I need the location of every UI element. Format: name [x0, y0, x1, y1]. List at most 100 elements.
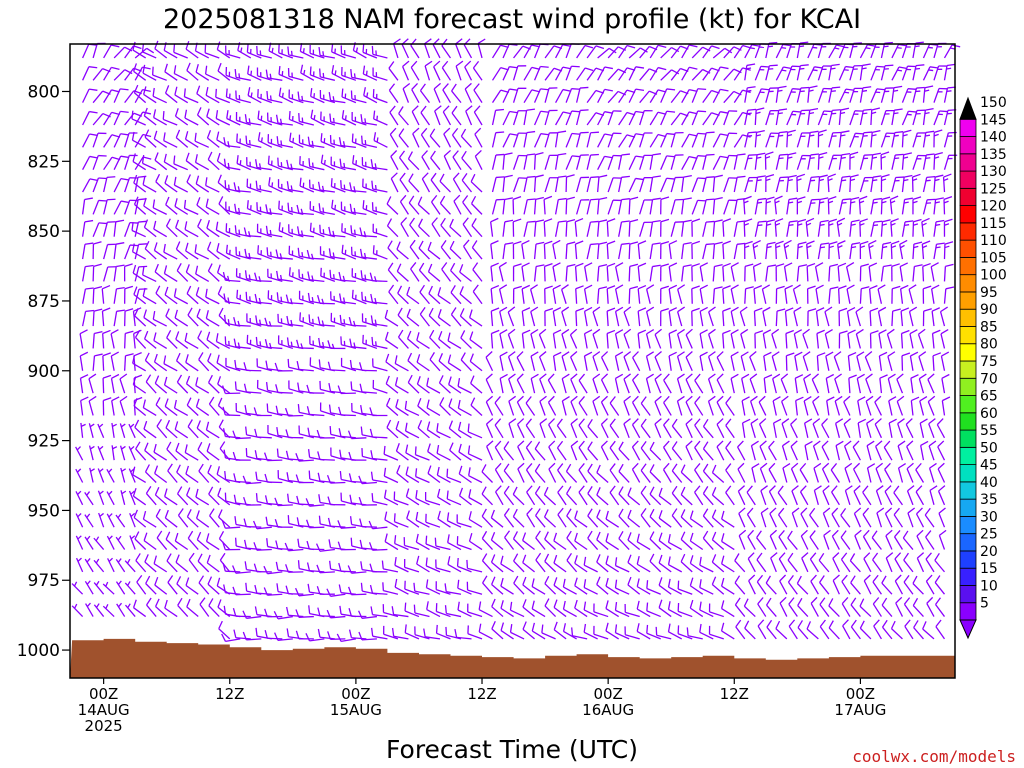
wind-barb [471, 218, 483, 238]
wind-barb [153, 242, 168, 260]
wind-barb [134, 156, 152, 171]
wind-barb [853, 485, 861, 506]
wind-barb [110, 373, 120, 394]
wind-barb [394, 355, 409, 372]
wind-barb [115, 513, 126, 528]
wind-barb [639, 110, 653, 126]
wind-barb [912, 597, 924, 617]
wind-barb [897, 418, 905, 439]
wind-barb [838, 307, 848, 327]
wind-barb [285, 606, 304, 618]
wind-barb [247, 87, 262, 104]
wind-barb [744, 154, 757, 170]
wind-barb [478, 601, 493, 618]
wind-barb [531, 578, 546, 595]
wind-barb [320, 154, 336, 171]
wind-barb [92, 353, 103, 371]
wind-barb [451, 83, 462, 104]
wind-barb [912, 218, 922, 237]
wind-barb [872, 574, 882, 595]
wind-barb [164, 509, 178, 528]
wind-barb [317, 628, 335, 640]
wind-barb [828, 63, 840, 81]
wind-barb [164, 63, 178, 81]
wind-barb [597, 155, 613, 170]
wind-barb [593, 625, 609, 640]
wind-barb [712, 66, 729, 81]
wind-barb [618, 242, 630, 260]
wind-barb [662, 462, 672, 483]
wind-barb [508, 418, 517, 439]
wind-barb [263, 565, 283, 575]
wind-barb [205, 198, 220, 215]
wind-barb [596, 196, 608, 215]
wind-barb [849, 87, 863, 103]
wind-barb [759, 462, 768, 483]
wind-barb [402, 60, 410, 81]
wind-barb [887, 373, 896, 394]
wind-barb [890, 240, 900, 260]
colorbar-swatch [959, 567, 977, 586]
wind-barb [513, 575, 525, 595]
wind-barb [543, 218, 553, 237]
wind-barb [807, 85, 818, 103]
wind-barb [654, 395, 662, 416]
wind-barb [534, 463, 546, 483]
wind-barb [264, 339, 283, 350]
wind-barb [831, 507, 840, 528]
wind-barb [741, 418, 751, 438]
wind-barb [548, 462, 557, 483]
wind-barb [523, 130, 536, 148]
wind-barb [318, 337, 335, 350]
wind-barb [943, 263, 954, 282]
wind-barb [445, 626, 462, 640]
wind-barb [362, 178, 378, 193]
wind-barb [412, 127, 420, 148]
wind-barb [426, 399, 441, 417]
wind-barb [416, 354, 430, 372]
wind-barb [491, 621, 504, 640]
wind-barb [891, 308, 901, 327]
wind-barb [722, 240, 731, 260]
wind-barb [516, 395, 525, 416]
wind-barb [305, 633, 325, 642]
wind-barb [933, 87, 948, 103]
wind-barb [296, 495, 314, 506]
wind-barb [298, 269, 315, 283]
wind-barb [741, 396, 750, 416]
wind-barb [694, 463, 704, 483]
wind-barb [936, 418, 946, 439]
wind-barb [592, 306, 601, 327]
wind-barb [744, 86, 756, 103]
wind-barb [184, 332, 199, 349]
wind-barb [142, 176, 157, 193]
wind-barb [372, 379, 388, 394]
wind-barb [763, 351, 772, 371]
wind-barb [555, 111, 572, 126]
wind-barb [772, 418, 782, 438]
wind-barb [485, 418, 494, 439]
wind-barb [544, 154, 558, 170]
wind-barb [236, 133, 252, 148]
wind-barb [499, 306, 508, 327]
wind-barb [935, 619, 946, 640]
wind-barb [85, 602, 94, 617]
wind-barb [458, 465, 472, 484]
colorbar-swatch [959, 395, 977, 414]
wind-barb [297, 403, 314, 417]
wind-barb [660, 46, 680, 59]
wind-barb [406, 286, 420, 305]
wind-barb [305, 519, 325, 529]
wind-barb [912, 196, 922, 215]
wind-barb [677, 580, 693, 595]
wind-barb [244, 405, 262, 417]
wind-barb [877, 306, 887, 327]
wind-barb [124, 285, 134, 304]
wind-barb [399, 150, 409, 171]
wind-barb [691, 88, 707, 103]
wind-barb [326, 609, 346, 619]
wind-barb [843, 440, 852, 461]
wind-barb [691, 218, 701, 237]
wind-barb [699, 579, 714, 595]
wind-barb [918, 373, 927, 394]
